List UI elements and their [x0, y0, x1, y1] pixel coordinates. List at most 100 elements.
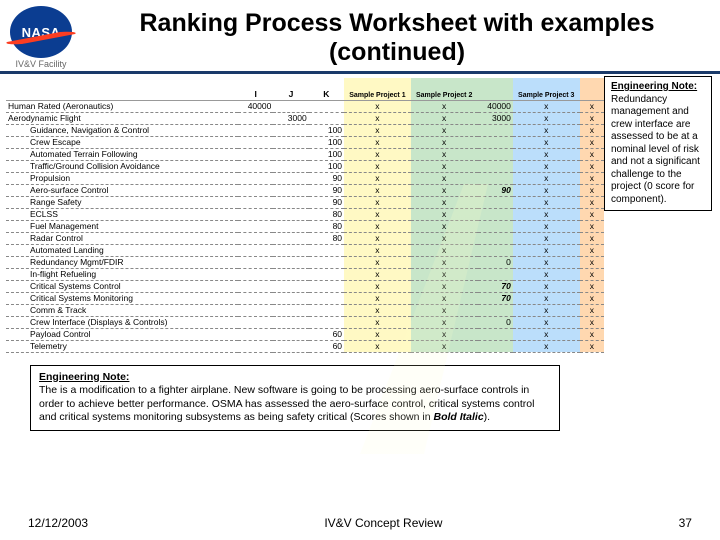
cell — [238, 148, 273, 160]
cell: x — [580, 292, 604, 304]
row-k — [309, 292, 344, 304]
cell: x — [344, 208, 411, 220]
cell: x — [580, 280, 604, 292]
table-row: Aerodynamic Flight3000xx3000xx — [6, 112, 604, 124]
footer-page: 37 — [679, 516, 692, 530]
cell — [273, 148, 308, 160]
row-k: 60 — [309, 340, 344, 352]
row-label: Range Safety — [6, 196, 238, 208]
row-label: Automated Landing — [6, 244, 238, 256]
table-row: Guidance, Navigation & Control100xxxx — [6, 124, 604, 136]
cell: x — [513, 244, 580, 256]
cell: x — [513, 328, 580, 340]
cell — [273, 196, 308, 208]
row-k — [309, 280, 344, 292]
row-label: Aero-surface Control — [6, 184, 238, 196]
cell — [238, 220, 273, 232]
row-s2 — [478, 136, 513, 148]
nasa-logo: NASA — [10, 6, 72, 58]
group-i: 40000 — [238, 100, 273, 112]
cell: x — [513, 292, 580, 304]
row-label: Critical Systems Control — [6, 280, 238, 292]
row-k — [309, 304, 344, 316]
row-label: Traffic/Ground Collision Avoidance — [6, 160, 238, 172]
row-label: Telemetry — [6, 340, 238, 352]
cell — [238, 112, 273, 124]
cell — [273, 340, 308, 352]
cell: x — [513, 100, 580, 112]
row-s2 — [478, 124, 513, 136]
col-s2a: Sample Project 2 — [411, 78, 478, 100]
note-right: Engineering Note: Redundancy management … — [604, 76, 712, 211]
cell: x — [411, 148, 478, 160]
cell — [273, 304, 308, 316]
row-label: Guidance, Navigation & Control — [6, 124, 238, 136]
cell: x — [344, 124, 411, 136]
cell — [273, 232, 308, 244]
cell: x — [513, 268, 580, 280]
table-row: Telemetry60xxxx — [6, 340, 604, 352]
cell: x — [580, 328, 604, 340]
footer-date: 12/12/2003 — [28, 516, 88, 530]
cell: x — [344, 172, 411, 184]
table-row: Propulsion90xxxx — [6, 172, 604, 184]
note-bottom-title: Engineering Note: — [39, 371, 129, 383]
table-row: Redundancy Mgmt/FDIRxx0xx — [6, 256, 604, 268]
cell: x — [344, 280, 411, 292]
cell — [273, 268, 308, 280]
cell: x — [344, 232, 411, 244]
cell: x — [513, 112, 580, 124]
cell — [238, 280, 273, 292]
cell — [238, 268, 273, 280]
cell: x — [513, 124, 580, 136]
note-bottom-bold: Bold Italic — [433, 411, 483, 423]
cell: x — [344, 256, 411, 268]
cell — [273, 256, 308, 268]
cell: x — [344, 328, 411, 340]
row-s2 — [478, 244, 513, 256]
row-label: Radar Control — [6, 232, 238, 244]
row-s2: 0 — [478, 256, 513, 268]
cell: x — [344, 136, 411, 148]
cell: x — [411, 124, 478, 136]
row-s2 — [478, 220, 513, 232]
cell: x — [513, 316, 580, 328]
col-s3b — [580, 78, 604, 100]
cell — [273, 316, 308, 328]
cell: x — [344, 148, 411, 160]
footer-center: IV&V Concept Review — [324, 516, 442, 530]
cell — [238, 184, 273, 196]
cell: x — [411, 160, 478, 172]
row-s2 — [478, 340, 513, 352]
row-s2 — [478, 208, 513, 220]
row-s2 — [478, 232, 513, 244]
cell: x — [580, 160, 604, 172]
table-row: Crew Escape100xxxx — [6, 136, 604, 148]
note-right-title: Engineering Note: — [611, 81, 697, 92]
cell — [309, 100, 344, 112]
page-title: Ranking Process Worksheet with examples … — [84, 9, 710, 67]
cell: x — [580, 316, 604, 328]
cell — [238, 232, 273, 244]
cell — [238, 196, 273, 208]
table-row: Human Rated (Aeronautics)40000xx40000xx — [6, 100, 604, 112]
cell: x — [580, 136, 604, 148]
cell — [238, 256, 273, 268]
row-s2 — [478, 172, 513, 184]
cell: x — [513, 148, 580, 160]
note-bottom-body2: ). — [484, 411, 490, 423]
cell — [238, 292, 273, 304]
row-label: Payload Control — [6, 328, 238, 340]
cell — [238, 208, 273, 220]
row-k: 100 — [309, 124, 344, 136]
row-s2 — [478, 328, 513, 340]
cell — [238, 316, 273, 328]
cell: x — [344, 316, 411, 328]
table-row: Comm & Trackxxxx — [6, 304, 604, 316]
cell — [238, 172, 273, 184]
header: NASA IV&V Facility Ranking Process Works… — [0, 0, 720, 74]
row-k: 80 — [309, 220, 344, 232]
cell: x — [411, 112, 478, 124]
cell — [238, 304, 273, 316]
cell: x — [344, 304, 411, 316]
